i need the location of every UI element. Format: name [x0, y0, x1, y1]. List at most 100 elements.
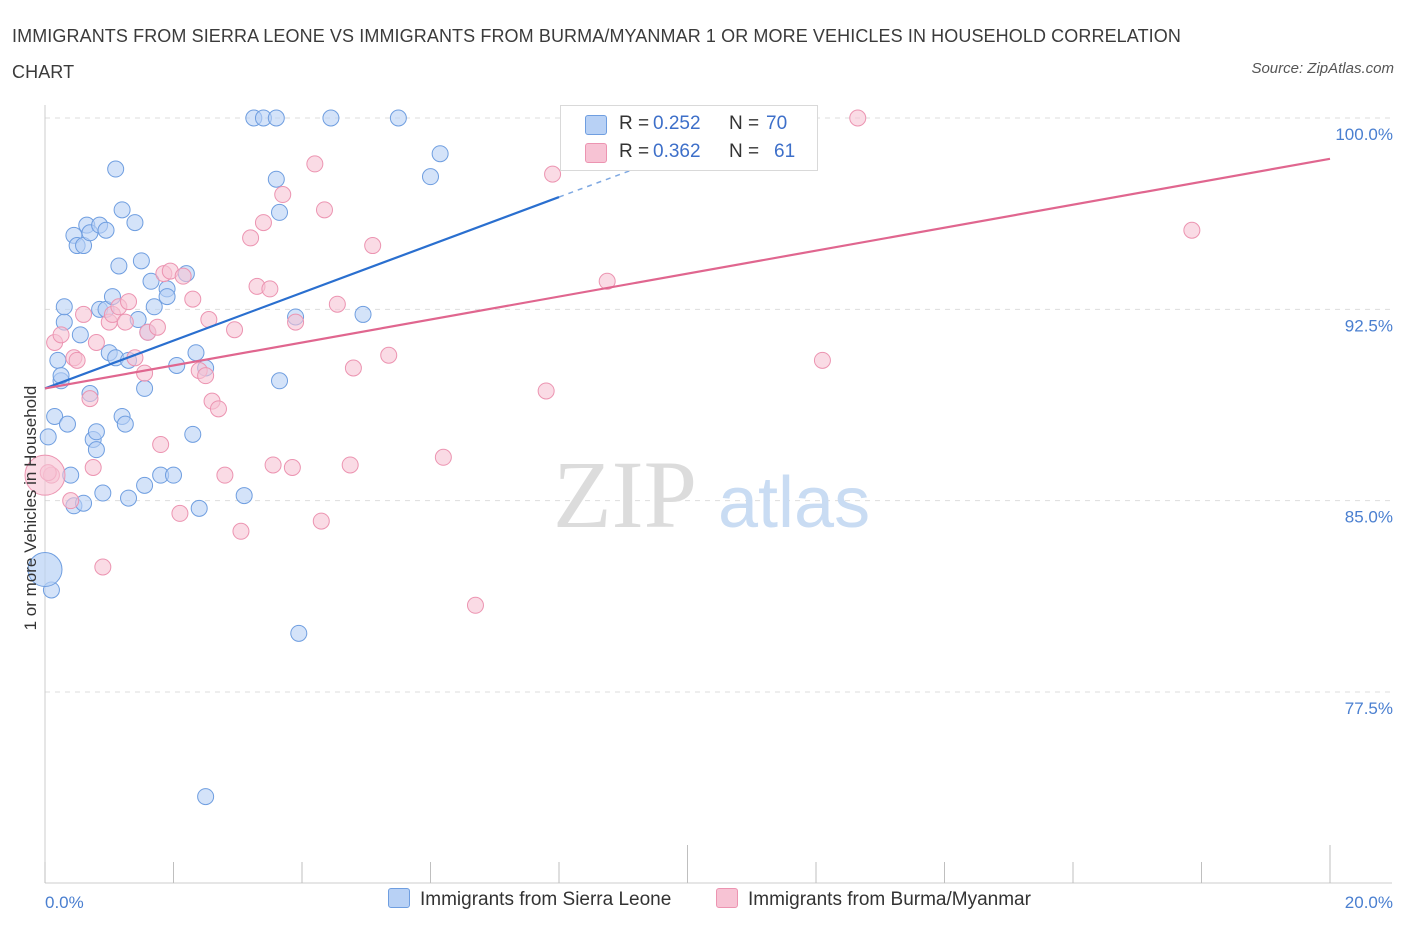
point-sierra-leone	[197, 788, 215, 806]
point-burma	[380, 346, 398, 364]
point-sierra-leone	[422, 168, 439, 186]
point-burma	[1183, 221, 1201, 239]
point-sierra-leone	[55, 298, 73, 316]
bottom-legend-swatch-pink	[716, 888, 738, 908]
point-burma	[264, 456, 282, 474]
x-tick-labels: 0.0% 20.0%	[45, 893, 1393, 912]
point-sierra-leone	[116, 415, 134, 433]
point-burma	[434, 448, 452, 466]
point-burma	[466, 596, 484, 614]
point-sierra-leone	[126, 214, 144, 232]
point-burma	[216, 466, 234, 484]
point-burma	[261, 280, 279, 298]
legend-row-burma: R = 0.362 N = 61	[561, 138, 817, 166]
bottom-legend-sierra-leone: Immigrants from Sierra Leone	[388, 888, 671, 911]
bottom-legend-label-sierra-leone: Immigrants from Sierra Leone	[420, 889, 672, 910]
point-sierra-leone	[187, 344, 205, 362]
point-burma	[68, 351, 86, 369]
point-sierra-leone	[389, 109, 407, 127]
point-sierra-leone	[27, 552, 63, 588]
point-sierra-leone	[184, 425, 202, 443]
legend-n-label: N =	[729, 141, 760, 162]
bottom-legend-label-burma: Immigrants from Burma/Myanmar	[748, 889, 1031, 910]
point-burma	[184, 290, 202, 308]
point-sierra-leone	[235, 487, 253, 505]
x-tick-label-max: 20.0%	[1345, 893, 1393, 912]
legend-swatch-pink	[585, 143, 607, 163]
trend-line-sierra-leone	[44, 196, 560, 390]
point-sierra-leone	[87, 423, 105, 441]
legend-n-value: 61	[774, 141, 796, 162]
point-burma	[226, 321, 244, 339]
point-burma	[537, 382, 555, 400]
point-sierra-leone	[52, 367, 70, 385]
point-burma	[306, 155, 324, 173]
watermark-atlas: atlas	[718, 463, 870, 543]
point-sierra-leone	[354, 305, 372, 323]
trend-line-burma	[44, 157, 1331, 390]
bottom-legend-swatch-blue	[388, 888, 410, 908]
legend-r-value: 0.252	[653, 113, 701, 134]
legend-r-label: R =	[619, 141, 650, 162]
legend-n-value: 70	[766, 113, 788, 134]
point-burma	[197, 367, 215, 385]
point-sierra-leone	[158, 288, 176, 306]
point-sierra-leone	[49, 351, 67, 369]
legend-r-label: R =	[619, 113, 650, 134]
point-sierra-leone	[136, 476, 154, 494]
point-sierra-leone	[113, 201, 131, 219]
point-sierra-leone	[165, 466, 182, 484]
stats-legend: R = 0.252 N = 70 R = 0.362 N = 61	[560, 105, 818, 171]
point-burma	[242, 229, 260, 247]
point-burma	[344, 359, 362, 377]
point-sierra-leone	[431, 145, 449, 163]
point-burma	[116, 313, 134, 331]
point-burma	[232, 522, 250, 540]
point-burma	[364, 237, 382, 255]
point-sierra-leone	[136, 379, 154, 397]
y-tick-label: 92.5%	[1345, 316, 1393, 335]
gridlines	[45, 117, 1390, 693]
chart-title: IMMIGRANTS FROM SIERRA LEONE VS IMMIGRAN…	[12, 26, 1181, 82]
point-burma	[152, 436, 170, 454]
legend-swatch-blue	[585, 115, 607, 135]
point-burma	[120, 293, 138, 311]
point-burma	[62, 492, 80, 510]
point-sierra-leone	[46, 407, 64, 425]
point-burma	[274, 186, 292, 204]
point-sierra-leone	[97, 221, 115, 239]
point-burma	[87, 333, 105, 351]
point-sierra-leone	[120, 489, 138, 507]
point-sierra-leone	[142, 272, 160, 290]
point-burma	[341, 456, 359, 474]
point-burma	[84, 459, 102, 477]
point-sierra-leone	[110, 257, 128, 275]
point-burma	[174, 267, 192, 285]
point-sierra-leone	[71, 326, 89, 344]
point-burma	[283, 459, 301, 477]
point-sierra-leone	[271, 203, 289, 221]
point-burma	[148, 318, 166, 336]
point-sierra-leone	[145, 298, 163, 316]
point-burma	[849, 109, 867, 127]
point-sierra-leone	[271, 372, 289, 390]
watermark-zip: ZIP	[553, 441, 697, 548]
point-burma	[81, 390, 99, 408]
point-sierra-leone	[94, 484, 112, 502]
point-burma	[209, 400, 227, 418]
point-sierra-leone	[58, 415, 76, 433]
point-sierra-leone	[267, 170, 285, 188]
point-burma	[136, 364, 154, 382]
y-tick-label: 77.5%	[1345, 699, 1393, 718]
source-credit: Source: ZipAtlas.com	[1251, 60, 1394, 77]
point-sierra-leone	[190, 499, 208, 517]
point-burma	[328, 295, 346, 313]
watermark: ZIP atlas	[553, 441, 870, 548]
point-sierra-leone	[107, 160, 125, 178]
point-burma	[75, 305, 93, 323]
point-sierra-leone	[290, 624, 308, 642]
point-burma	[24, 454, 66, 496]
point-burma	[312, 512, 330, 530]
point-burma	[287, 313, 305, 331]
legend-n-label: N =	[729, 113, 760, 134]
